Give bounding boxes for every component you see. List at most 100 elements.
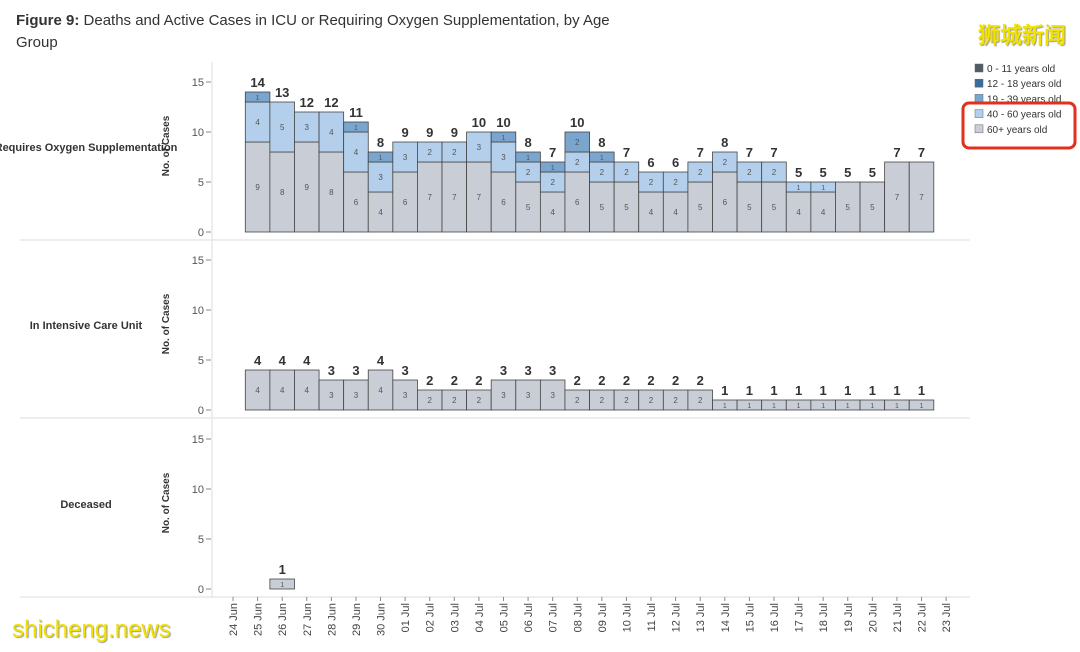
segment-label: 4 [280,386,285,395]
total-label: 1 [770,383,777,398]
x-tick-label: 17 Jul [794,603,806,632]
segment-label: 2 [772,168,777,177]
segment-label: 2 [477,396,482,405]
x-tick-label: 22 Jul [917,603,929,632]
total-label: 2 [598,373,605,388]
total-label: 11 [349,105,363,120]
segment-label: 3 [526,391,531,400]
title-text: Deaths and Active Cases in ICU or Requir… [16,12,610,51]
title-prefix: Figure 9: [16,12,80,29]
segment-label: 5 [526,203,531,212]
total-label: 9 [451,125,458,140]
bar-segment [318,111,345,153]
segment-label: 2 [649,396,654,405]
panel-label: Deceased [60,499,111,511]
total-label: 5 [869,165,876,180]
segment-label: 7 [895,193,900,202]
bar-segment [490,379,517,411]
total-label: 4 [377,353,385,368]
segment-label: 7 [427,193,432,202]
bar-segment [343,131,369,173]
total-label: 2 [697,373,704,388]
segment-label: 5 [698,203,703,212]
segment-label: 2 [673,396,678,405]
bar-segment [539,379,566,411]
segment-label: 5 [624,203,629,212]
segment-label: 4 [354,148,359,157]
bar-segment [294,369,320,411]
total-label: 3 [402,363,409,378]
total-label: 14 [250,75,265,90]
highlight-box [961,101,1077,150]
bar-segment [761,161,787,183]
segment-label: 1 [772,403,776,410]
segment-label: 2 [649,178,654,187]
x-tick-label: 25 Jun [253,603,265,636]
segment-label: 6 [723,198,728,207]
segment-label: 1 [551,165,555,172]
total-label: 3 [328,363,335,378]
watermark: shicheng.news [12,616,171,643]
bar-segment [367,369,394,411]
segment-label: 2 [698,168,703,177]
total-label: 5 [844,165,851,180]
x-tick-label: 03 Jul [449,603,461,632]
segment-label: 6 [403,198,408,207]
total-label: 3 [549,363,556,378]
segment-label: 2 [673,178,678,187]
segment-label: 3 [403,391,408,400]
legend-swatch [974,109,984,118]
x-tick-label: 01 Jul [400,603,412,632]
segment-label: 1 [502,135,506,142]
legend-label: 19 - 39 years old [987,94,1062,105]
x-tick-label: 07 Jul [548,603,560,632]
y-tick-label: 10 [192,127,204,139]
y-axis-label: No. of Cases [161,293,172,354]
bar-segment [908,161,935,233]
total-label: 3 [524,363,531,378]
y-tick-label: 10 [192,305,204,317]
total-label: 13 [275,85,289,100]
segment-label: 1 [354,125,358,132]
segment-label: 3 [403,153,408,162]
total-label: 12 [300,95,314,110]
segment-label: 1 [821,403,825,410]
legend-label: 60+ years old [987,125,1047,136]
segment-label: 4 [550,208,555,217]
segment-label: 1 [846,403,850,410]
segment-label: 1 [797,403,801,410]
bar-segment [244,141,271,233]
total-label: 1 [721,383,728,398]
segment-label: 1 [797,185,801,192]
bar-segment [490,171,517,233]
total-label: 6 [672,155,679,170]
x-tick-label: 11 Jul [646,603,658,632]
y-tick-label: 5 [198,534,204,546]
segment-label: 3 [305,123,310,132]
total-label: 9 [402,125,409,140]
segment-label: 4 [673,208,678,217]
bar-segment [343,171,369,233]
bar-segment [318,379,345,411]
total-label: 8 [721,135,728,150]
x-tick-label: 02 Jul [425,603,437,632]
x-tick-label: 26 Jun [277,603,289,636]
total-label: 1 [795,383,802,398]
total-label: 9 [426,125,433,140]
segment-label: 2 [723,158,728,167]
panel-label: In Intensive Care Unit [30,320,143,332]
segment-label: 4 [305,386,310,395]
total-label: 8 [524,135,531,150]
bar-segment [244,369,271,411]
bar-segment [564,171,590,233]
segment-label: 1 [920,403,924,410]
x-tick-label: 13 Jul [695,603,707,632]
x-tick-label: 29 Jun [351,603,363,636]
watermark: 狮城新闻 [977,23,1066,48]
x-tick-label: 06 Jul [523,603,535,632]
panel-label: Requires Oxygen Supplementation [0,142,178,154]
total-label: 1 [844,383,851,398]
segment-label: 4 [255,118,260,127]
segment-label: 1 [747,403,751,410]
